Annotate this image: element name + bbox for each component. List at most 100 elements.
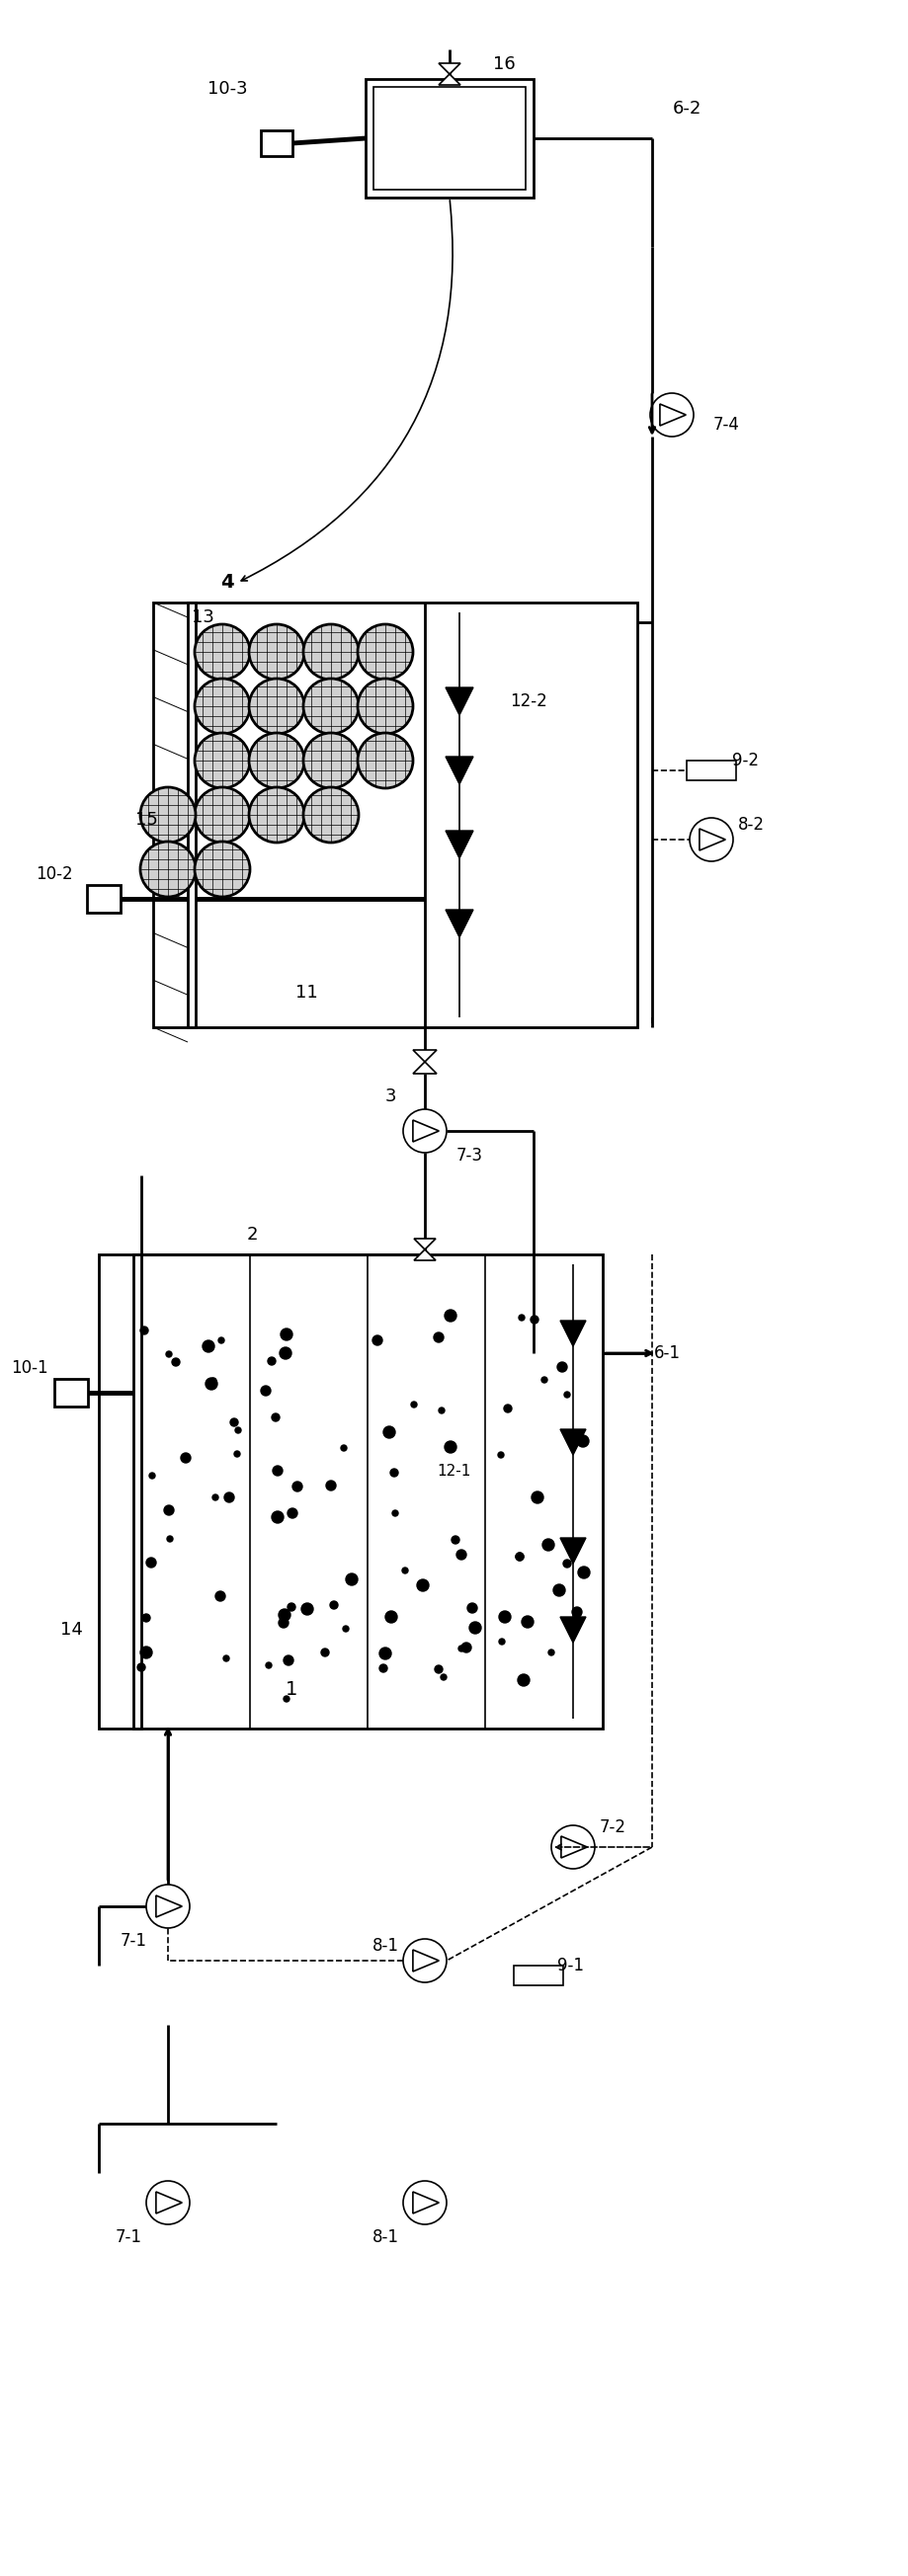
Circle shape xyxy=(235,1427,241,1432)
Text: 7-1: 7-1 xyxy=(115,2228,142,2246)
Circle shape xyxy=(249,734,304,788)
Circle shape xyxy=(531,1492,543,1504)
Circle shape xyxy=(467,1602,477,1613)
Circle shape xyxy=(212,1494,218,1499)
Circle shape xyxy=(564,1391,569,1399)
Circle shape xyxy=(439,1406,444,1414)
Text: 14: 14 xyxy=(60,1620,83,1638)
Bar xyxy=(87,886,121,912)
Circle shape xyxy=(451,1535,459,1543)
Circle shape xyxy=(215,1592,225,1602)
Bar xyxy=(365,80,533,198)
Circle shape xyxy=(330,1602,338,1610)
Polygon shape xyxy=(559,1430,586,1455)
Polygon shape xyxy=(559,1618,586,1643)
Circle shape xyxy=(326,1481,336,1492)
Circle shape xyxy=(271,1512,283,1522)
Bar xyxy=(686,760,735,781)
Circle shape xyxy=(283,1695,289,1703)
Text: 2: 2 xyxy=(246,1226,257,1244)
Text: 12-1: 12-1 xyxy=(437,1463,471,1479)
Circle shape xyxy=(577,1435,588,1448)
Circle shape xyxy=(303,677,359,734)
Circle shape xyxy=(287,1510,297,1517)
Circle shape xyxy=(143,1615,150,1623)
Circle shape xyxy=(163,1504,173,1515)
Circle shape xyxy=(372,1334,382,1345)
Text: 11: 11 xyxy=(295,984,317,1002)
Text: 6-2: 6-2 xyxy=(671,100,700,118)
Circle shape xyxy=(515,1553,523,1561)
Circle shape xyxy=(402,1110,446,1151)
Circle shape xyxy=(402,1940,446,1984)
Circle shape xyxy=(166,1352,172,1358)
Circle shape xyxy=(440,1674,446,1680)
Circle shape xyxy=(402,2182,446,2223)
Circle shape xyxy=(401,1569,408,1574)
Text: 6-1: 6-1 xyxy=(653,1345,679,1363)
Text: 16: 16 xyxy=(492,54,515,72)
Text: 8-2: 8-2 xyxy=(736,817,764,835)
Circle shape xyxy=(146,2182,190,2223)
Text: 8-1: 8-1 xyxy=(371,2228,399,2246)
Polygon shape xyxy=(445,688,473,716)
Circle shape xyxy=(181,1453,191,1463)
Bar xyxy=(513,1965,563,1986)
Polygon shape xyxy=(445,757,473,783)
Bar xyxy=(261,131,292,157)
Circle shape xyxy=(503,1404,511,1412)
Circle shape xyxy=(279,1610,291,1620)
Circle shape xyxy=(230,1419,238,1427)
Circle shape xyxy=(689,817,733,860)
Circle shape xyxy=(357,677,412,734)
Circle shape xyxy=(283,1656,293,1664)
Circle shape xyxy=(551,1826,594,1868)
Text: 12-2: 12-2 xyxy=(509,693,547,711)
Circle shape xyxy=(649,394,693,435)
Circle shape xyxy=(194,623,250,680)
Circle shape xyxy=(149,1473,155,1479)
Circle shape xyxy=(292,1481,302,1492)
Text: 7-4: 7-4 xyxy=(712,415,739,433)
Text: 1: 1 xyxy=(285,1680,297,1698)
Circle shape xyxy=(140,1646,152,1659)
Circle shape xyxy=(194,677,250,734)
Circle shape xyxy=(261,1386,271,1396)
Bar xyxy=(373,88,525,191)
Circle shape xyxy=(498,1453,503,1458)
Circle shape xyxy=(271,1414,280,1422)
Circle shape xyxy=(280,1347,291,1360)
Text: 7-3: 7-3 xyxy=(456,1146,482,1164)
Circle shape xyxy=(249,623,304,680)
Circle shape xyxy=(287,1602,295,1610)
Polygon shape xyxy=(445,909,473,938)
Circle shape xyxy=(272,1466,282,1476)
Circle shape xyxy=(498,1610,510,1623)
Circle shape xyxy=(498,1638,504,1643)
Circle shape xyxy=(379,1649,390,1659)
Circle shape xyxy=(417,1579,429,1592)
Circle shape xyxy=(410,1401,417,1406)
Text: 4: 4 xyxy=(221,574,233,592)
Circle shape xyxy=(456,1551,466,1558)
Circle shape xyxy=(303,623,359,680)
Text: 13: 13 xyxy=(191,608,213,626)
Circle shape xyxy=(202,1340,214,1352)
Circle shape xyxy=(515,1553,523,1561)
Circle shape xyxy=(571,1607,581,1618)
Circle shape xyxy=(172,1358,180,1365)
Polygon shape xyxy=(439,64,460,85)
Circle shape xyxy=(521,1615,533,1628)
Circle shape xyxy=(194,788,250,842)
Circle shape xyxy=(518,1314,524,1321)
Circle shape xyxy=(140,788,195,842)
Circle shape xyxy=(433,1332,443,1342)
Circle shape xyxy=(542,1538,554,1551)
Circle shape xyxy=(357,734,412,788)
Circle shape xyxy=(342,1625,349,1631)
Circle shape xyxy=(218,1337,224,1342)
Text: 3: 3 xyxy=(384,1087,396,1105)
Circle shape xyxy=(345,1574,357,1584)
Circle shape xyxy=(137,1664,145,1672)
Circle shape xyxy=(301,1602,313,1615)
